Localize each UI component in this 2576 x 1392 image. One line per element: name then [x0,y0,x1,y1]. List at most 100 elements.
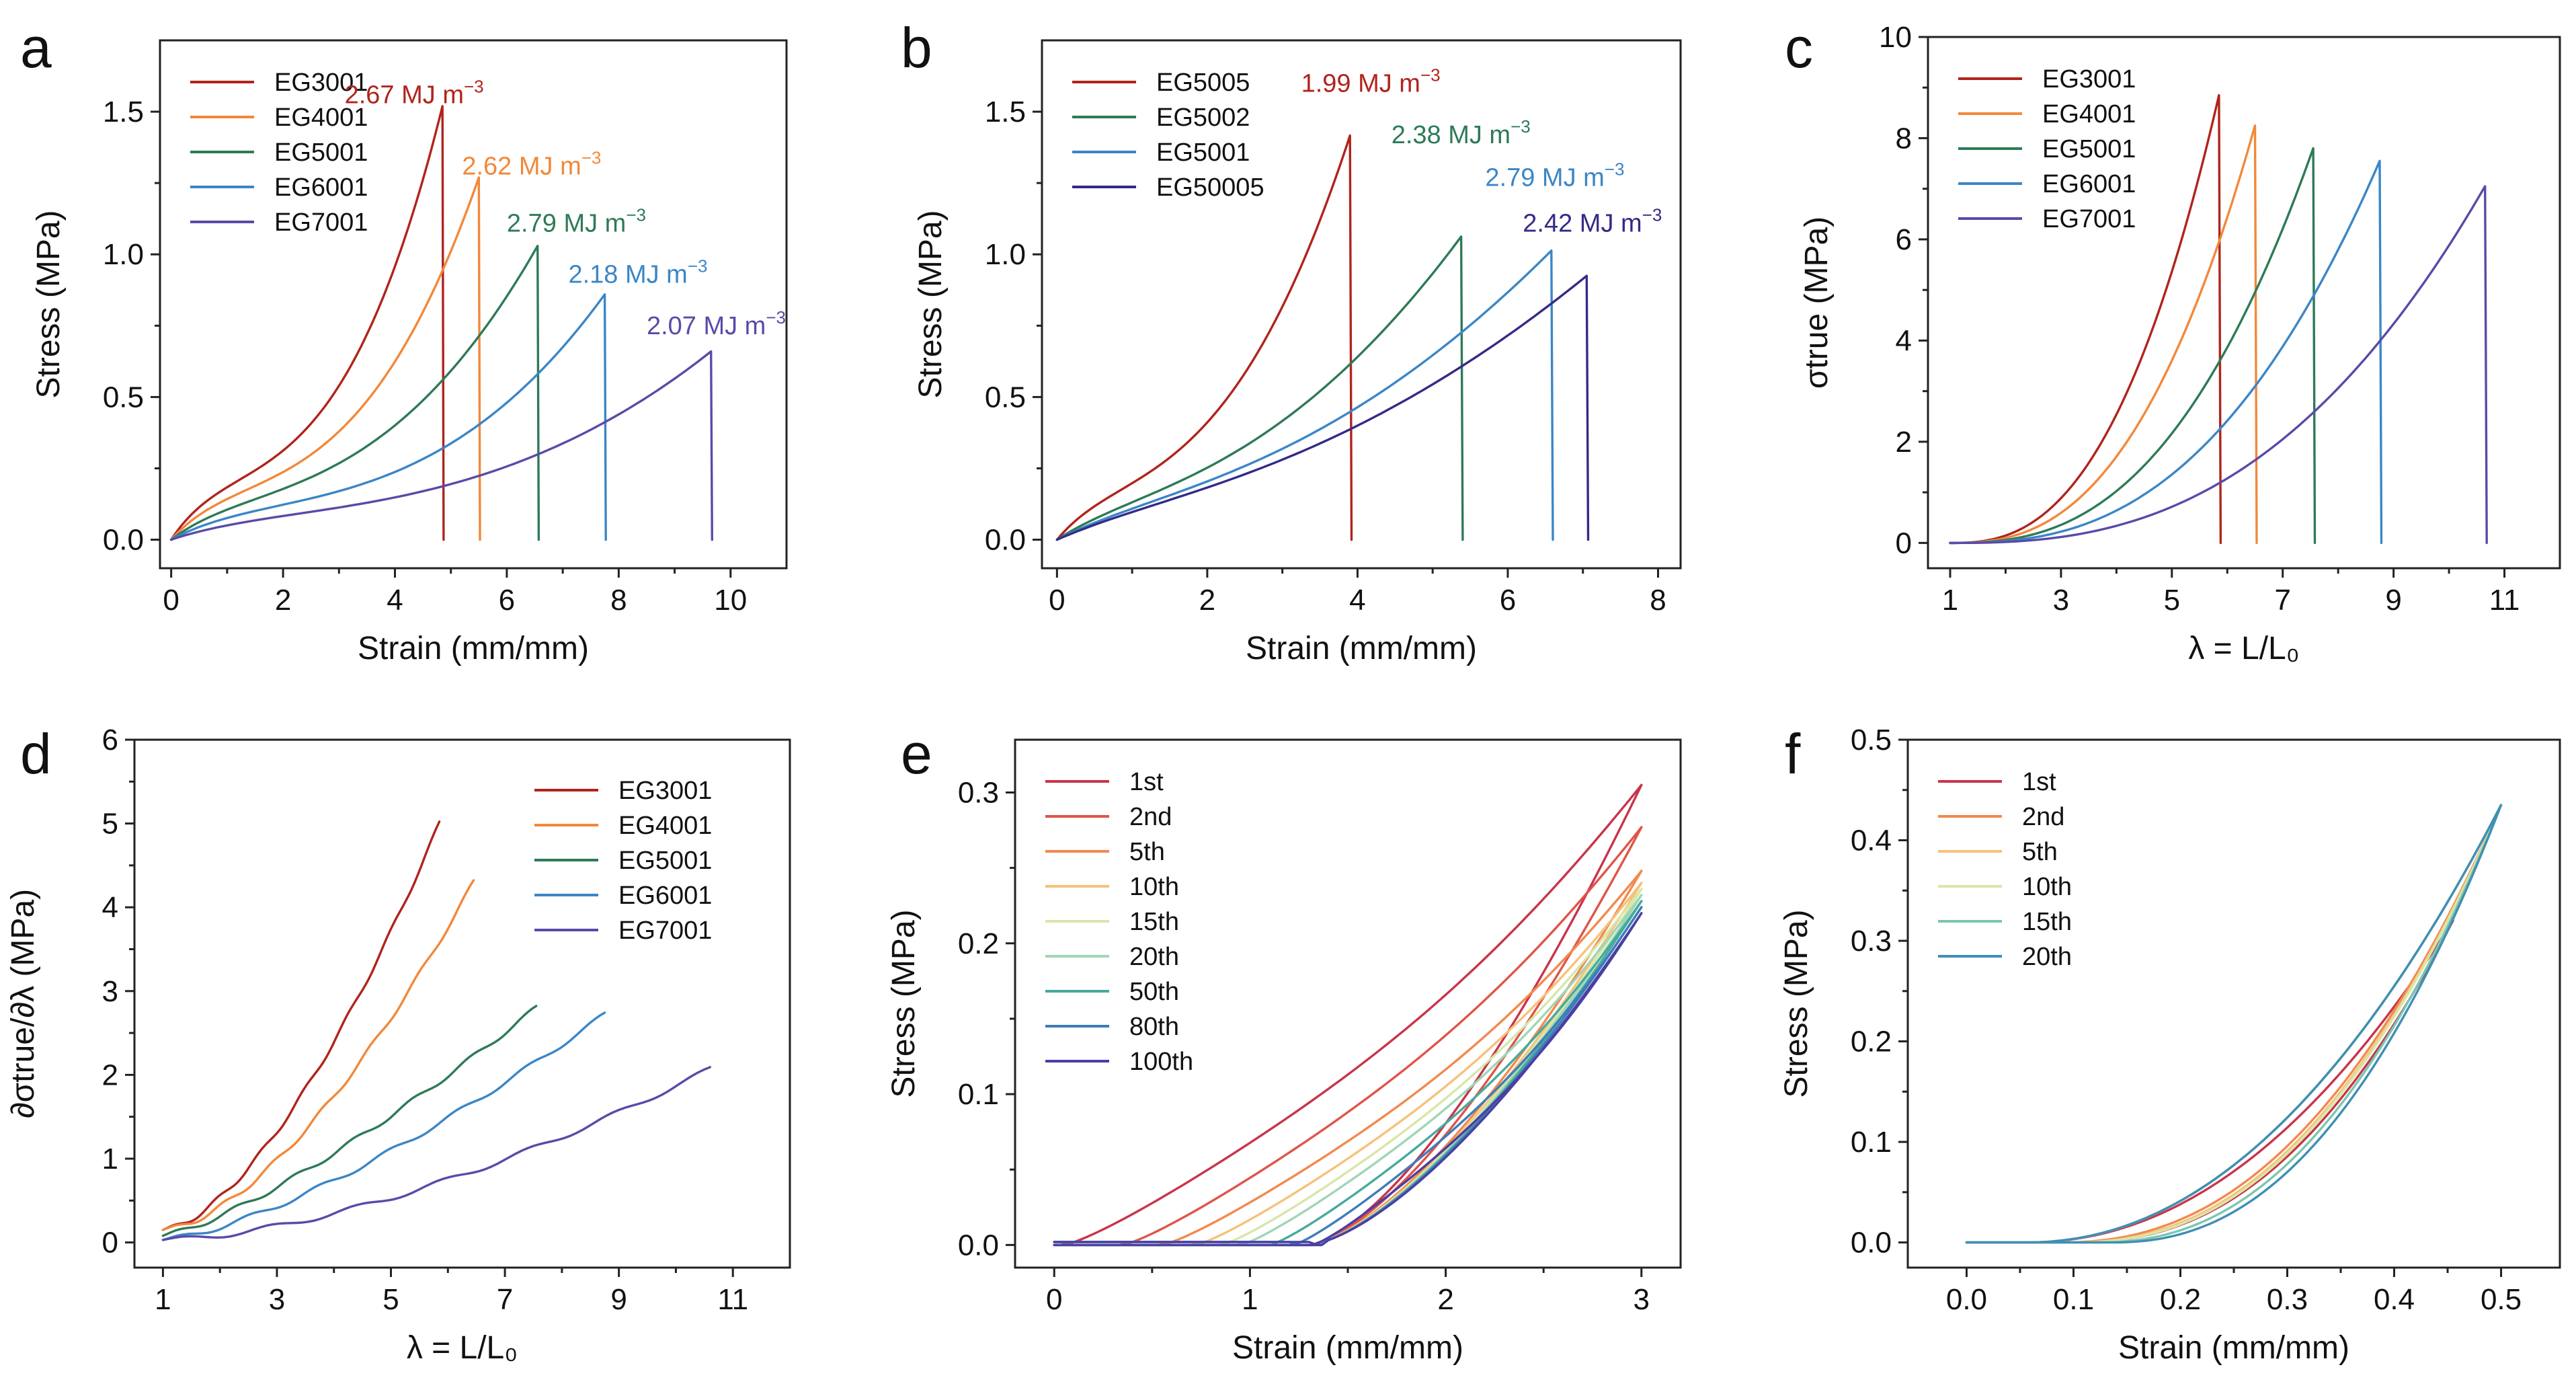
energy-annotation: 2.18 MJ m−3 [568,256,707,289]
series-line-f-2-load [1965,804,2503,1244]
plot-area [1055,134,1590,541]
legend-label: 15th [2022,908,2072,936]
y-tick-label: 0.2 [1851,1026,1892,1058]
x-tick-label: 0 [1049,584,1065,617]
y-tick-label: 0 [1896,527,1912,559]
energy-annotation: 2.67 MJ m−3 [345,76,484,109]
x-tick-label: 0 [1046,1283,1062,1316]
y-tick-label: 4 [102,891,118,924]
y-tick-label: 0.3 [1851,925,1892,958]
panel-a: a 0 2 4 6 8 10 0.0 0.5 1.0 1.5 Strain (mm/mm) Stress… [20,16,788,666]
series-line-d-1 [161,820,441,1231]
y-tick-label: 1.0 [985,238,1026,271]
plot-area [161,820,711,1241]
energy-annotation: 1.99 MJ m−3 [1301,65,1441,98]
x-tick-label: 11 [2489,584,2520,617]
series-line-f-3-load [1965,804,2503,1244]
legend-label: EG6001 [274,173,368,202]
energy-annotation: 2.79 MJ m−3 [1485,159,1624,192]
y-tick-label: 1.5 [985,95,1026,128]
legend-label: EG5002 [1156,104,1250,132]
y-axis-title: Stress (MPa) [31,210,67,398]
legend-label: EG5001 [1156,139,1250,167]
legend-label: EG5001 [274,139,368,167]
y-tick-label: 0.0 [985,524,1026,557]
legend-label: 2nd [2022,803,2064,831]
plot-area [1965,804,2503,1244]
series-line-a-2 [169,176,481,541]
energy-annotation: 2.62 MJ m−3 [462,147,601,180]
x-tick-label: 9 [2385,584,2401,617]
y-tick-label: 0.1 [958,1078,999,1111]
series-line-f-5-load [1965,804,2503,1244]
y-tick-label: 0 [102,1227,118,1260]
legend: EG3001 EG4001 EG5001 EG6001 EG7001 [1958,65,2136,233]
panel-d: d 1 3 5 7 9 11 0 1 2 3 4 5 6 λ = L/L₀ ∂σtrue/∂λ (MPa) EG… [5,722,791,1366]
x-tick-label: 3 [1634,1283,1650,1316]
energy-annotation-value: 2.38 MJ m [1392,121,1511,149]
plot-area [1949,93,2488,545]
x-axis-title: Strain (mm/mm) [1232,1330,1463,1366]
x-axis-title: Strain (mm/mm) [358,631,589,666]
series-line-e-1-load [1053,783,1643,1245]
legend-label: EG7001 [274,208,368,237]
y-tick-label: 0.5 [985,381,1026,414]
series-line-a-4 [169,293,607,541]
series-line-f-3-unload [1965,804,2503,1244]
x-tick-label: 7 [2274,584,2290,617]
series-line-f-6-unload [1965,804,2503,1244]
y-axis-title: Stress (MPa) [886,909,922,1097]
x-tick-label: 5 [383,1283,399,1316]
y-tick-label: 10 [1879,21,1912,54]
y-axis-title: ∂σtrue/∂λ (MPa) [5,889,41,1118]
series-line-b-2 [1055,235,1464,541]
x-tick-label: 0.4 [2374,1283,2415,1316]
x-axis-title: Strain (mm/mm) [1246,631,1477,666]
y-tick-label: 6 [1896,223,1912,256]
energy-annotation-value: 2.07 MJ m [647,312,766,340]
legend: 1st 2nd 5th 10th 15th 20th [1938,768,2072,971]
energy-annotation-unit-exponent: −3 [1420,65,1441,85]
x-tick-label: 10 [714,584,747,617]
legend-label: EG5001 [2042,135,2136,163]
y-tick-label: 0.2 [958,927,999,960]
series-line-b-4 [1055,274,1590,541]
y-tick-label: 0.4 [1851,824,1892,857]
series-line-e-9-unload [1053,912,1643,1247]
y-tick-label: 2 [1896,426,1912,459]
x-tick-label: 7 [497,1283,513,1316]
panel-letter-b: b [901,16,932,79]
series-line-f-4-load [1965,804,2503,1244]
series-line-c-1 [1949,93,2222,545]
x-tick-label: 5 [2164,584,2180,617]
legend-label: 50th [1129,978,1179,1006]
series-line-d-2 [161,879,475,1231]
x-axis-title: Strain (mm/mm) [2118,1330,2349,1366]
x-tick-label: 3 [269,1283,285,1316]
energy-annotation-unit-exponent: −3 [626,204,646,225]
panel-c: c 1 3 5 7 9 11 0 2 4 6 8 10 λ = L/L₀ σtrue (MPa) EG3001… [1785,16,2561,666]
legend-label: EG3001 [274,69,368,97]
y-tick-label: 8 [1896,122,1912,155]
x-tick-label: 0.1 [2053,1283,2094,1316]
panel-f: f 0.0 0.1 0.2 0.3 0.4 0.5 0.0 0.1 0.2 0.3 0.4 0.5 Str… [1779,722,2561,1366]
panel-e: e 0 1 2 3 0.0 0.1 0.2 0.3 Strain (mm/mm) Stress (M… [886,722,1682,1366]
legend: 1st 2nd 5th 10th 15th 20th 50th 80th 100th [1045,768,1193,1076]
y-tick-label: 2 [102,1058,118,1091]
axes-frame [1041,39,1682,570]
legend-label: EG6001 [618,882,712,910]
legend-label: EG7001 [2042,205,2136,233]
panel-letter-f: f [1785,722,1801,785]
series-line-f-2-unload [1965,804,2503,1244]
energy-annotation-unit-exponent: −3 [581,147,602,167]
legend-label: EG7001 [618,917,712,945]
series-line-c-2 [1949,124,2258,545]
axes-frame [1927,36,2561,570]
axes-frame [1906,738,2561,1269]
legend-label: EG5001 [618,847,712,875]
energy-annotation: 2.38 MJ m−3 [1392,116,1531,149]
axes-frame [133,738,791,1269]
y-tick-label: 0.0 [103,524,144,557]
x-axis-title: λ = L/L₀ [2188,631,2299,666]
legend-label: EG4001 [274,104,368,132]
